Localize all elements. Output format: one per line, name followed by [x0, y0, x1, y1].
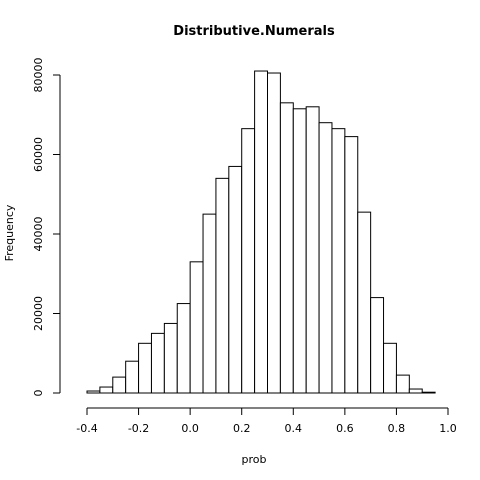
- x-tick-label: -0.4: [76, 422, 97, 435]
- chart-title: Distributive.Numerals: [173, 24, 335, 39]
- histogram-bar: [189, 261, 204, 394]
- histogram-bar: [408, 388, 423, 394]
- x-tick-label: 0.8: [388, 422, 406, 435]
- histogram-bar: [279, 102, 294, 394]
- histogram-bar: [215, 177, 230, 394]
- histogram-bar: [254, 70, 269, 394]
- x-axis: -0.4 -0.2 0.0 0.2 0.4 0.6 0.8 1.0: [76, 407, 457, 435]
- histogram-bar: [176, 303, 191, 394]
- histogram-bar: [383, 342, 397, 394]
- bars-group: [86, 70, 436, 394]
- y-tick-label: 60000: [32, 137, 45, 172]
- x-tick-label: -0.2: [128, 422, 149, 435]
- y-tick-label: 80000: [32, 58, 45, 93]
- histogram-bar: [150, 332, 165, 394]
- histogram-bar: [112, 376, 127, 394]
- y-tick-label: 0: [32, 390, 45, 397]
- histogram-bar: [421, 391, 436, 394]
- y-tick-label: 20000: [32, 296, 45, 331]
- histogram-bar: [331, 128, 346, 394]
- x-tick-label: 0.0: [181, 422, 199, 435]
- histogram-bar: [370, 297, 385, 394]
- histogram-bar: [163, 322, 178, 394]
- x-tick-label: 0.2: [233, 422, 251, 435]
- histogram-bar: [138, 342, 152, 394]
- histogram-bar: [318, 122, 333, 394]
- x-tick-label: 1.0: [439, 422, 457, 435]
- histogram-bar: [228, 165, 243, 394]
- x-tick-label: 0.6: [336, 422, 354, 435]
- histogram-bar: [241, 128, 256, 394]
- y-axis-label: Frequency: [3, 204, 16, 261]
- histogram-bar: [357, 211, 372, 394]
- histogram-bar: [267, 72, 281, 394]
- histogram-bar: [305, 106, 320, 394]
- histogram-bar: [86, 390, 101, 394]
- histogram-bar: [395, 374, 410, 394]
- histogram-bar: [99, 386, 114, 394]
- x-axis-label: prob: [242, 453, 267, 466]
- y-axis: 0 20000 40000 60000 80000: [32, 58, 61, 397]
- histogram-bar: [202, 213, 217, 394]
- histogram-bar: [344, 136, 359, 394]
- y-tick-label: 40000: [32, 217, 45, 252]
- x-tick-label: 0.4: [285, 422, 303, 435]
- histogram-bar: [125, 360, 140, 394]
- histogram-bar: [292, 108, 307, 394]
